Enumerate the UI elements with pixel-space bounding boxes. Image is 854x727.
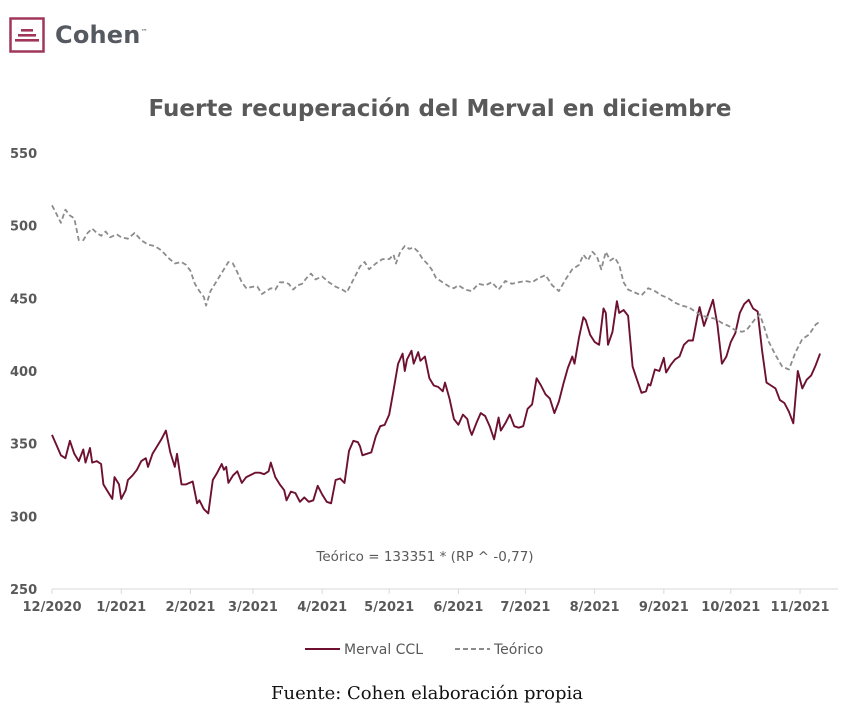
chart-title: Fuerte recuperación del Merval en diciem… bbox=[148, 96, 731, 122]
source-note: Fuente: Cohen elaboración propia bbox=[271, 683, 583, 704]
formula-annotation: Teórico = 133351 * (RP ^ -0,77) bbox=[315, 549, 533, 565]
y-tick-label: 350 bbox=[10, 438, 37, 453]
x-tick-label: 11/2021 bbox=[771, 600, 830, 615]
x-tick-label: 10/2021 bbox=[701, 600, 760, 615]
x-tick-label: 9/2021 bbox=[639, 600, 689, 615]
y-tick-label: 500 bbox=[10, 220, 37, 235]
y-axis: 250 300 350 400 450 500 550 bbox=[10, 147, 37, 598]
x-tick-label: 2/2021 bbox=[165, 600, 215, 615]
brand: Cohen™ bbox=[9, 17, 148, 53]
merval-ccl-line bbox=[51, 298, 821, 515]
x-tick-label: 8/2021 bbox=[570, 600, 620, 615]
y-tick-label: 450 bbox=[10, 292, 37, 307]
x-tick-label: 1/2021 bbox=[96, 600, 146, 615]
y-tick-label: 250 bbox=[10, 583, 37, 598]
x-tick-label: 7/2021 bbox=[500, 600, 550, 615]
y-tick-label: 400 bbox=[10, 365, 37, 380]
x-axis: 12/2020 1/2021 2/2021 3/2021 4/2021 5/2021 6/2… bbox=[22, 588, 838, 615]
x-tick-label: 5/2021 bbox=[364, 600, 414, 615]
brand-name: Cohen™ bbox=[55, 21, 148, 49]
x-tick-label: 6/2021 bbox=[433, 600, 483, 615]
y-tick-label: 300 bbox=[10, 510, 37, 525]
x-tick-label: 12/2020 bbox=[22, 600, 81, 615]
cohen-logo-icon bbox=[9, 17, 45, 53]
teorico-line bbox=[51, 204, 821, 371]
y-tick-label: 550 bbox=[10, 147, 37, 162]
x-tick-label: 4/2021 bbox=[297, 600, 347, 615]
legend-teorico-label: Teórico bbox=[493, 642, 543, 658]
legend: Merval CCL Teórico bbox=[305, 642, 543, 658]
legend-merval-ccl-label: Merval CCL bbox=[344, 642, 423, 658]
series-layer bbox=[51, 204, 821, 515]
x-tick-label: 3/2021 bbox=[228, 600, 278, 615]
